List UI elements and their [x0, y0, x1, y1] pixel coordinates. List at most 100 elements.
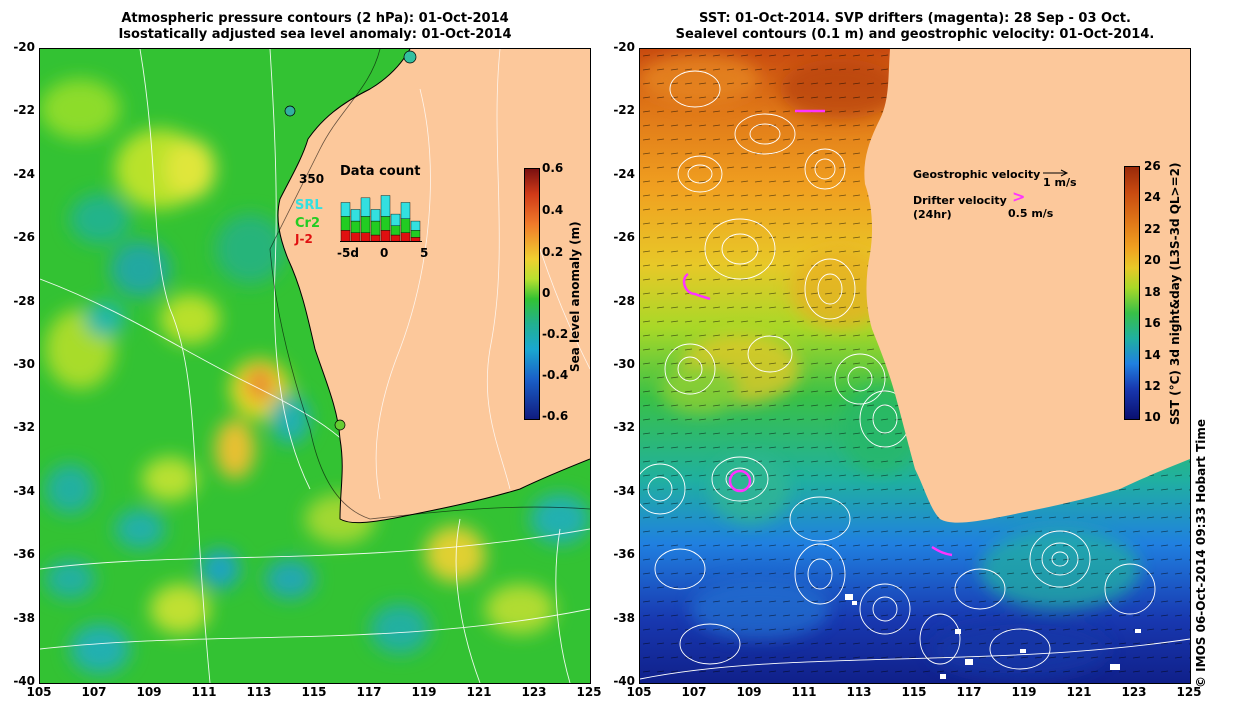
sst-colorbar-tick: 18: [1144, 285, 1161, 299]
drifter-velocity-sub: (24hr): [913, 208, 952, 221]
histogram-bar: [400, 202, 411, 219]
data-count-histogram: [340, 195, 422, 242]
latitude-tick-label: -40: [613, 674, 635, 688]
data-count-inset: 350 Data count SRL Cr2 J-2 -5d 0 5: [295, 160, 435, 270]
latitude-tick-label: -24: [613, 166, 635, 181]
sst-colorbar-tick: 10: [1144, 410, 1161, 424]
sla-map-svg: [40, 49, 590, 683]
longitude-tick-label: 113: [846, 685, 872, 699]
latitude-tick-label: -34: [613, 483, 635, 498]
longitude-tick-label: 115: [901, 685, 927, 699]
left-title-line1: Atmospheric pressure contours (2 hPa): 0…: [121, 11, 509, 26]
sst-colorbar-tick: 24: [1144, 190, 1161, 204]
latitude-tick-label: -22: [613, 103, 635, 118]
sst-colorbar-tick: 22: [1144, 222, 1161, 236]
latitude-tick-label: -26: [613, 230, 635, 245]
longitude-tick-label: 119: [411, 685, 437, 699]
sst-colorbar-label: SST (°C) 3d night&day (L3S-3d QL>=2): [1168, 162, 1182, 426]
geostrophic-velocity-value: 1 m/s: [1043, 176, 1077, 189]
histogram-bar: [380, 195, 391, 217]
pressure-contours: [40, 49, 590, 683]
latitude-tick-label: -32: [613, 420, 635, 435]
longitude-tick-label: 121: [466, 685, 492, 699]
longitude-tick-label: 107: [81, 685, 107, 699]
histogram-bars: [340, 195, 422, 242]
latitude-tick-label: -26: [13, 230, 35, 245]
inset-xtick: 5: [420, 246, 429, 260]
longitude-tick-label: 115: [301, 685, 327, 699]
sla-colorbar-tick: -0.4: [542, 368, 569, 382]
legend-j2: J-2: [295, 232, 313, 246]
sst-colorbar-tick: 26: [1144, 159, 1161, 173]
histogram-bar: [350, 220, 361, 233]
longitude-tick-label: 113: [246, 685, 272, 699]
inset-xtick: -5d: [337, 246, 359, 260]
drifter-velocity-arrow: >: [1012, 187, 1026, 206]
latitude-tick-label: -20: [613, 40, 635, 54]
latitude-tick-label: -30: [13, 357, 35, 371]
latitude-tick-label: -28: [613, 293, 635, 308]
longitude-tick-label: 111: [191, 685, 217, 699]
sst-colorbar-tick: 14: [1144, 348, 1161, 362]
longitude-tick-label: 123: [521, 685, 547, 699]
geostrophic-velocity-legend: Geostrophic velocity: [913, 168, 1041, 181]
histogram-bar: [340, 202, 351, 217]
histogram-bar: [360, 216, 371, 233]
histogram-bar: [360, 197, 371, 217]
longitude-tick-label: 109: [736, 685, 762, 699]
inset-xtick: 0: [380, 246, 389, 260]
sla-colorbar-tick: 0.4: [542, 203, 564, 217]
svp-drifter-tracks: [682, 109, 953, 557]
drifter-velocity-value: 0.5 m/s: [1008, 207, 1054, 220]
sst-map: [639, 48, 1191, 684]
longitude-tick-label: 105: [626, 685, 652, 699]
longitude-tick-label: 109: [136, 685, 162, 699]
sst-colorbar: [1124, 166, 1140, 420]
sla-colorbar-tick: 0.6: [542, 161, 564, 175]
latitude-tick-label: -36: [13, 547, 35, 562]
histogram-bar: [400, 232, 411, 242]
sla-colorbar-label: Sea level anomaly (m): [568, 221, 582, 372]
inset-max-label: 350: [299, 172, 325, 186]
sla-anomaly-field: [40, 79, 590, 674]
histogram-bar: [370, 209, 381, 222]
histogram-bar: [340, 230, 351, 242]
histogram-bar: [360, 232, 371, 242]
latitude-tick-label: -38: [613, 610, 635, 625]
histogram-bar: [350, 232, 361, 242]
longitude-tick-label: 117: [356, 685, 382, 699]
latitude-tick-label: -20: [13, 40, 35, 54]
histogram-bar: [410, 230, 421, 238]
histogram-bar: [370, 234, 381, 242]
histogram-bar: [380, 230, 391, 242]
longitude-tick-label: 121: [1066, 685, 1092, 699]
latitude-tick-label: -38: [13, 610, 35, 625]
shelf-contour: [269, 49, 590, 520]
longitude-tick-label: 117: [956, 685, 982, 699]
histogram-bar: [340, 216, 351, 231]
sst-colorbar-tick: 16: [1144, 316, 1161, 330]
australia-landmass: [277, 49, 590, 523]
histogram-bar: [410, 220, 421, 231]
latitude-tick-label: -30: [613, 357, 635, 371]
latitude-tick-label: -28: [13, 293, 35, 308]
longitude-tick-label: 107: [681, 685, 707, 699]
drifter-velocity-legend: Drifter velocity: [913, 194, 1007, 207]
sla-colorbar-tick: 0: [542, 286, 551, 300]
histogram-bar: [390, 213, 401, 226]
latitude-tick-label: -24: [13, 166, 35, 181]
histogram-bar: [380, 216, 391, 231]
histogram-bar: [350, 209, 361, 222]
longitude-tick-label: 119: [1011, 685, 1037, 699]
histogram-bar: [400, 218, 411, 233]
longitude-tick-label: 125: [576, 685, 602, 699]
legend-cr2: Cr2: [295, 216, 320, 231]
histogram-bar: [390, 225, 401, 236]
sst-map-svg: [640, 49, 1190, 683]
sealevel-contours: [640, 70, 1190, 680]
sla-colorbar: [524, 168, 540, 420]
cloud-mask-speckles: [845, 594, 1141, 679]
sst-colorbar-tick: 12: [1144, 379, 1161, 393]
imos-credit: © IMOS 06-Oct-2014 09:33 Hobart Time: [1194, 418, 1208, 688]
coastal-marker: [284, 105, 296, 117]
